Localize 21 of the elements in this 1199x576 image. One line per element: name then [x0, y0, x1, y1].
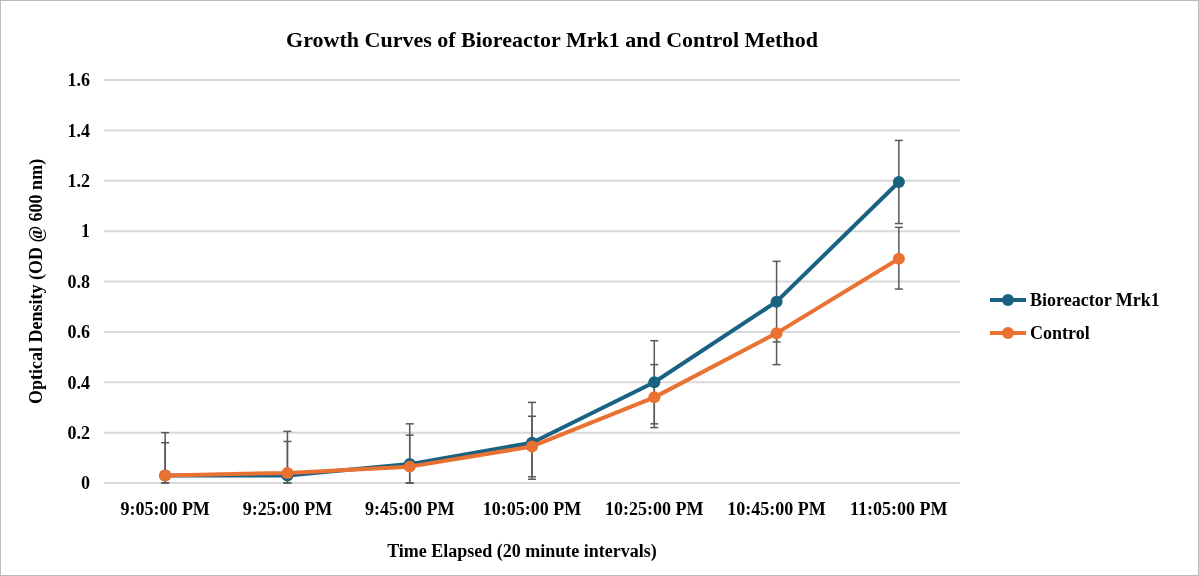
x-tick-label: 10:05:00 PM [482, 499, 582, 519]
y-tick-label: 0.8 [67, 271, 90, 292]
y-axis-title: Optical Density (OD @ 600 nm) [26, 158, 47, 405]
y-tick-label: 0 [81, 473, 90, 494]
legend-label: Bioreactor Mrk1 [1030, 290, 1160, 311]
x-tick-label: 10:45:00 PM [727, 499, 826, 519]
x-tick-label: 9:25:00 PM [242, 499, 333, 519]
x-tick-label: 9:05:00 PM [120, 499, 210, 519]
legend-label: Control [1030, 323, 1090, 344]
y-tick-label: 1.2 [67, 171, 90, 192]
y-tick-label: 0.2 [67, 422, 90, 443]
x-tick-label: 9:45:00 PM [364, 499, 455, 519]
y-tick-label: 0.6 [67, 322, 90, 343]
x-axis-title: Time Elapsed (20 minute intervals) [387, 541, 657, 562]
x-tick-label: 11:05:00 PM [850, 499, 948, 519]
y-tick-label: 1.6 [67, 70, 90, 91]
chart-title: Growth Curves of Bioreactor Mrk1 and Control Method [286, 27, 818, 52]
y-tick-label: 1.4 [67, 120, 90, 141]
y-tick-label: 1 [81, 221, 90, 242]
x-tick-label: 10:25:00 PM [605, 499, 704, 519]
y-tick-label: 0.4 [67, 372, 90, 393]
